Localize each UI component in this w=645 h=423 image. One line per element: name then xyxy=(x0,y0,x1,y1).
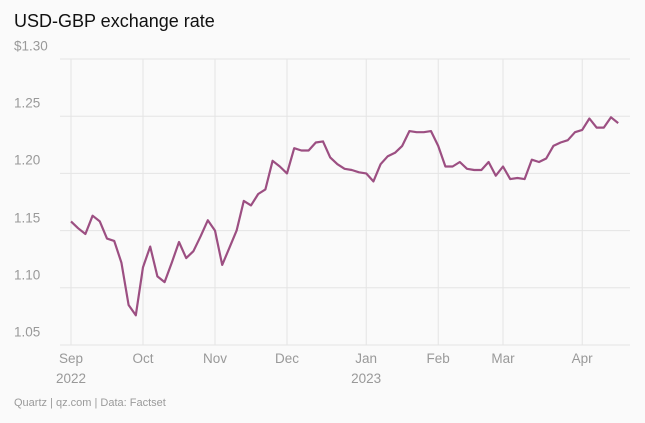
y-tick-label: 1.15 xyxy=(14,210,41,226)
source: Quartz | qz.com | Data: Factset xyxy=(14,397,166,409)
x-tick-label: Jan 2023 xyxy=(351,351,382,386)
y-tick-label: $1.30 xyxy=(14,38,48,54)
y-tick-label: 1.10 xyxy=(14,267,41,283)
x-tick-label: Nov xyxy=(202,351,227,366)
x-tick-label: Apr xyxy=(571,351,593,366)
x-tick-label: Dec xyxy=(274,351,299,366)
y-tick-label: 1.05 xyxy=(14,324,41,340)
chart-title: USD-GBP exchange rate xyxy=(14,11,215,31)
x-tick-label: Feb xyxy=(426,351,450,366)
line-series xyxy=(70,116,619,317)
y-tick-label: 1.25 xyxy=(14,95,41,111)
x-tick-label: Sep 2022 xyxy=(55,351,87,386)
x-tick-label: Mar xyxy=(491,351,515,366)
y-tick-label: 1.20 xyxy=(14,152,41,168)
x-tick-label: Oct xyxy=(132,351,154,366)
